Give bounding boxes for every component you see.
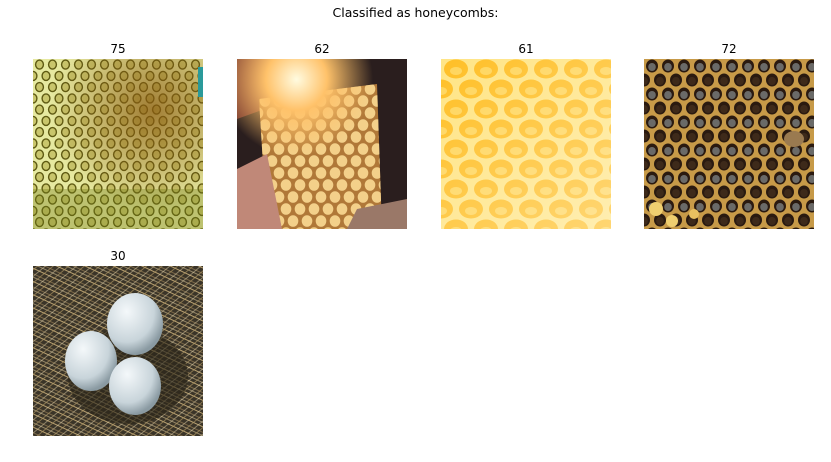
figure-title: Classified as honeycombs: (332, 5, 499, 20)
three-white-eggs-in-straw-nest-icon (33, 266, 203, 436)
image-label: 75 (110, 42, 126, 56)
golden-honey-filled-comb-icon (441, 59, 611, 229)
image-label: 61 (518, 42, 534, 56)
dark-brood-comb-with-capped-cells-icon (644, 59, 814, 229)
backlit-honeycomb-held-in-hand-icon (237, 59, 407, 229)
image-label: 62 (314, 42, 330, 56)
image-label: 30 (110, 249, 126, 263)
image-label: 72 (721, 42, 737, 56)
pale-yellow-honeycomb-cells-icon (33, 59, 203, 229)
